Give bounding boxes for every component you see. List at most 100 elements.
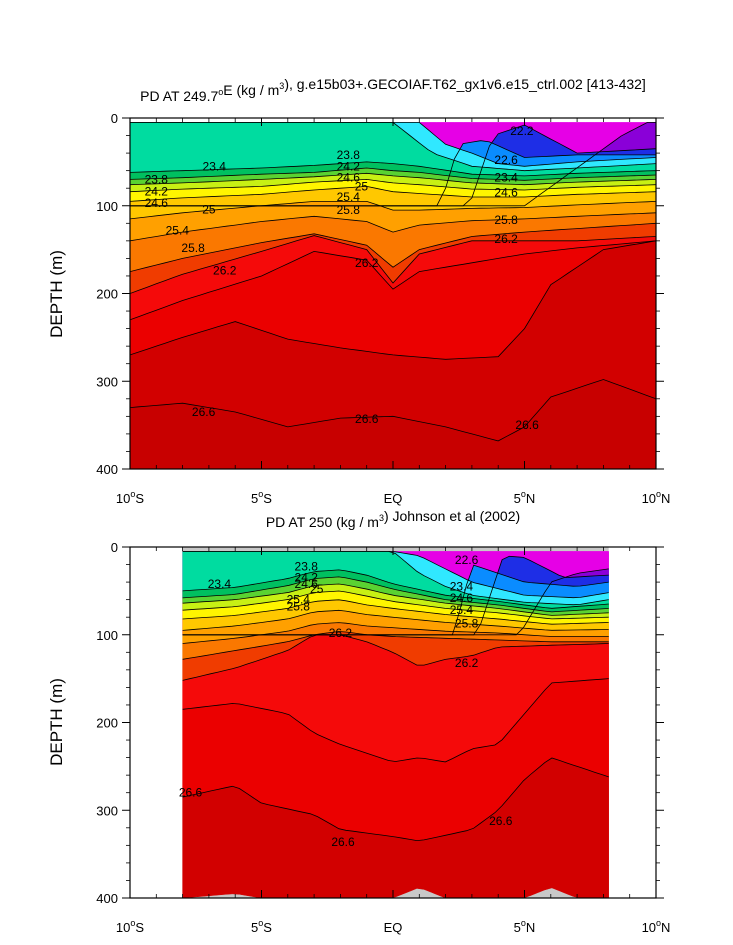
bottom-ylabel: DEPTH (m) — [47, 678, 66, 766]
bottom-contour-label: 24.6 — [295, 577, 319, 591]
top-xtick-label: EQ — [384, 491, 403, 506]
top-contour-label: 23.8 — [337, 148, 361, 162]
bottom-contour-line — [182, 609, 609, 631]
top-ytick-label: 0 — [111, 111, 118, 126]
top-contour-line — [130, 222, 656, 272]
bottom-contour-label: 25 — [310, 582, 324, 596]
bottom-xtick-label: 5oS — [251, 918, 272, 935]
top-contour-line — [130, 161, 656, 177]
bottom-contour-lines — [182, 551, 609, 842]
top-contour-label: 26.2 — [213, 264, 237, 278]
bottom-contour-line — [182, 678, 609, 763]
top-contour-label: 24.6 — [337, 171, 361, 185]
top-contour-line — [130, 167, 656, 181]
top-contour-label: 25.8 — [181, 241, 205, 255]
top-contour-label: 24.6 — [494, 186, 518, 200]
top-contour-label: 26.6 — [192, 405, 216, 419]
top-contour-label: 23.4 — [203, 159, 227, 173]
bottom-contour-line — [182, 583, 609, 616]
top-contour-line — [130, 240, 656, 321]
top-contour-line — [130, 140, 656, 207]
bottom-contour-line — [182, 569, 609, 609]
bottom-contour-label: 23.4 — [450, 580, 474, 594]
bottom-contour-label: 26.6 — [489, 814, 513, 828]
top-contour-label: 25.4 — [166, 223, 190, 237]
bottom-contour-label: 23.8 — [295, 559, 319, 573]
bottom-contour-label: 24.6 — [450, 591, 474, 605]
top-contour-label: 25 — [355, 179, 369, 193]
top-contour-label: 24.6 — [145, 196, 169, 210]
top-contour-line — [130, 172, 656, 186]
top-contour-label: 25.8 — [337, 203, 361, 217]
bottom-ytick-label: 400 — [96, 891, 118, 906]
bottom-density-fill — [182, 547, 609, 898]
top-contour-label: 25.8 — [494, 213, 518, 227]
bottom-contour-label: 24.2 — [295, 571, 319, 585]
top-contour-line — [130, 235, 656, 294]
top-contour-line — [130, 379, 656, 442]
top-ytick-label: 300 — [96, 374, 118, 389]
top-ytick-label: 200 — [96, 287, 118, 302]
bottom-contour-line — [182, 576, 609, 613]
bottom-xtick-label: 10oS — [116, 918, 144, 935]
bottom-title: PD AT 250 (kg / m3) Johnson et al (2002) — [266, 508, 520, 530]
top-contour-line — [130, 201, 656, 220]
bottom-contour-label: 26.2 — [455, 656, 479, 670]
bottom-contour-line — [182, 634, 609, 681]
bottom-contour-line — [182, 590, 609, 620]
bottom-ytick-label: 100 — [96, 628, 118, 643]
bottom-contour-labels: 23.423.824.224.62525.425.826.222.623.424… — [179, 553, 513, 849]
top-contour-line — [130, 178, 656, 193]
bottom-contour-line — [182, 757, 609, 842]
bottom-axes: 10oS 5oS EQ 5oN 10oN 0 100 200 300 400 — [96, 540, 670, 935]
top-contour-label: 26.2 — [494, 232, 518, 246]
top-axes: 10oS 5oS EQ 5oN 10oN 0 100 200 300 400 — [96, 111, 670, 506]
bottom-contour-label: 25.8 — [287, 600, 311, 614]
top-contour-label: 25 — [202, 202, 216, 216]
top-contour-label: 22.6 — [494, 153, 518, 167]
top-contour-label: 23.4 — [494, 171, 518, 185]
top-contour-line — [130, 240, 656, 360]
top-contour-label: 22.2 — [510, 124, 534, 138]
top-title: PD AT 249.7oE (kg / m3), g.e15b03+.GECOI… — [140, 76, 646, 104]
bottom-contour-label: 25.4 — [287, 593, 311, 607]
top-contour-line — [130, 185, 656, 202]
top-ylabel: DEPTH (m) — [47, 250, 66, 338]
bottom-ytick-label: 200 — [96, 716, 118, 731]
top-contour-lines — [130, 122, 656, 442]
top-ytick-label: 400 — [96, 462, 118, 477]
top-xtick-label: 10oN — [642, 489, 671, 506]
bottom-contour-line — [182, 631, 609, 660]
bottom-contour-label: 23.4 — [208, 577, 232, 591]
top-panel: PD AT 249.7oE (kg / m3), g.e15b03+.GECOI… — [47, 76, 670, 506]
bottom-contour-label: 26.6 — [331, 835, 355, 849]
bottom-contour-line — [182, 564, 609, 636]
top-xtick-label: 5oS — [251, 489, 272, 506]
bottom-xtick-label: 10oN — [642, 918, 671, 935]
top-contour-label: 23.8 — [145, 172, 169, 186]
top-contour-label: 26.2 — [355, 256, 379, 270]
bottom-contour-label: 26.2 — [329, 626, 353, 640]
bottom-contour-line — [182, 551, 609, 606]
bottom-xtick-label: EQ — [384, 920, 403, 935]
bottom-xtick-label: 5oN — [514, 918, 536, 935]
bottom-panel: PD AT 250 (kg / m3) Johnson et al (2002)… — [47, 508, 670, 935]
top-contour-label: 24.2 — [337, 159, 361, 173]
bottom-contour-label: 25.8 — [455, 616, 479, 630]
top-contour-label: 24.2 — [145, 185, 169, 199]
bottom-contour-label: 25.4 — [450, 603, 474, 617]
top-contour-label: 25.4 — [337, 190, 361, 204]
bottom-plot-area: 23.423.824.224.62525.425.826.222.623.424… — [129, 546, 657, 899]
top-contour-label: 26.6 — [355, 412, 379, 426]
top-ytick-label: 100 — [96, 199, 118, 214]
bottom-ytick-label: 0 — [111, 540, 118, 555]
top-contour-line — [130, 212, 656, 242]
top-xtick-label: 5oN — [514, 489, 536, 506]
bottom-contour-line — [182, 622, 609, 644]
bottom-contour-line — [182, 599, 609, 625]
top-contour-label: 26.6 — [515, 418, 539, 432]
bottom-ytick-label: 300 — [96, 803, 118, 818]
